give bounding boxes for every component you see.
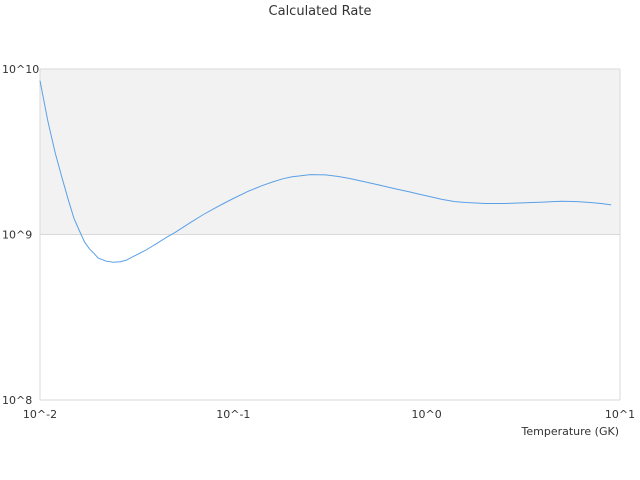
x-tick-label: 10^1 xyxy=(605,408,635,421)
series-line xyxy=(39,80,612,263)
y-tick-label: 10^10 xyxy=(2,63,39,76)
shaded-band xyxy=(40,69,620,235)
chart-title: Calculated Rate xyxy=(268,4,372,19)
x-tick-label: 10^-2 xyxy=(23,408,57,421)
x-tick-label: 10^0 xyxy=(412,408,442,421)
x-tick-label: 10^-1 xyxy=(216,408,250,421)
y-tick-label: 10^8 xyxy=(2,394,32,407)
x-axis-label: Temperature (GK) xyxy=(521,425,620,438)
y-tick-label: 10^9 xyxy=(2,229,32,242)
